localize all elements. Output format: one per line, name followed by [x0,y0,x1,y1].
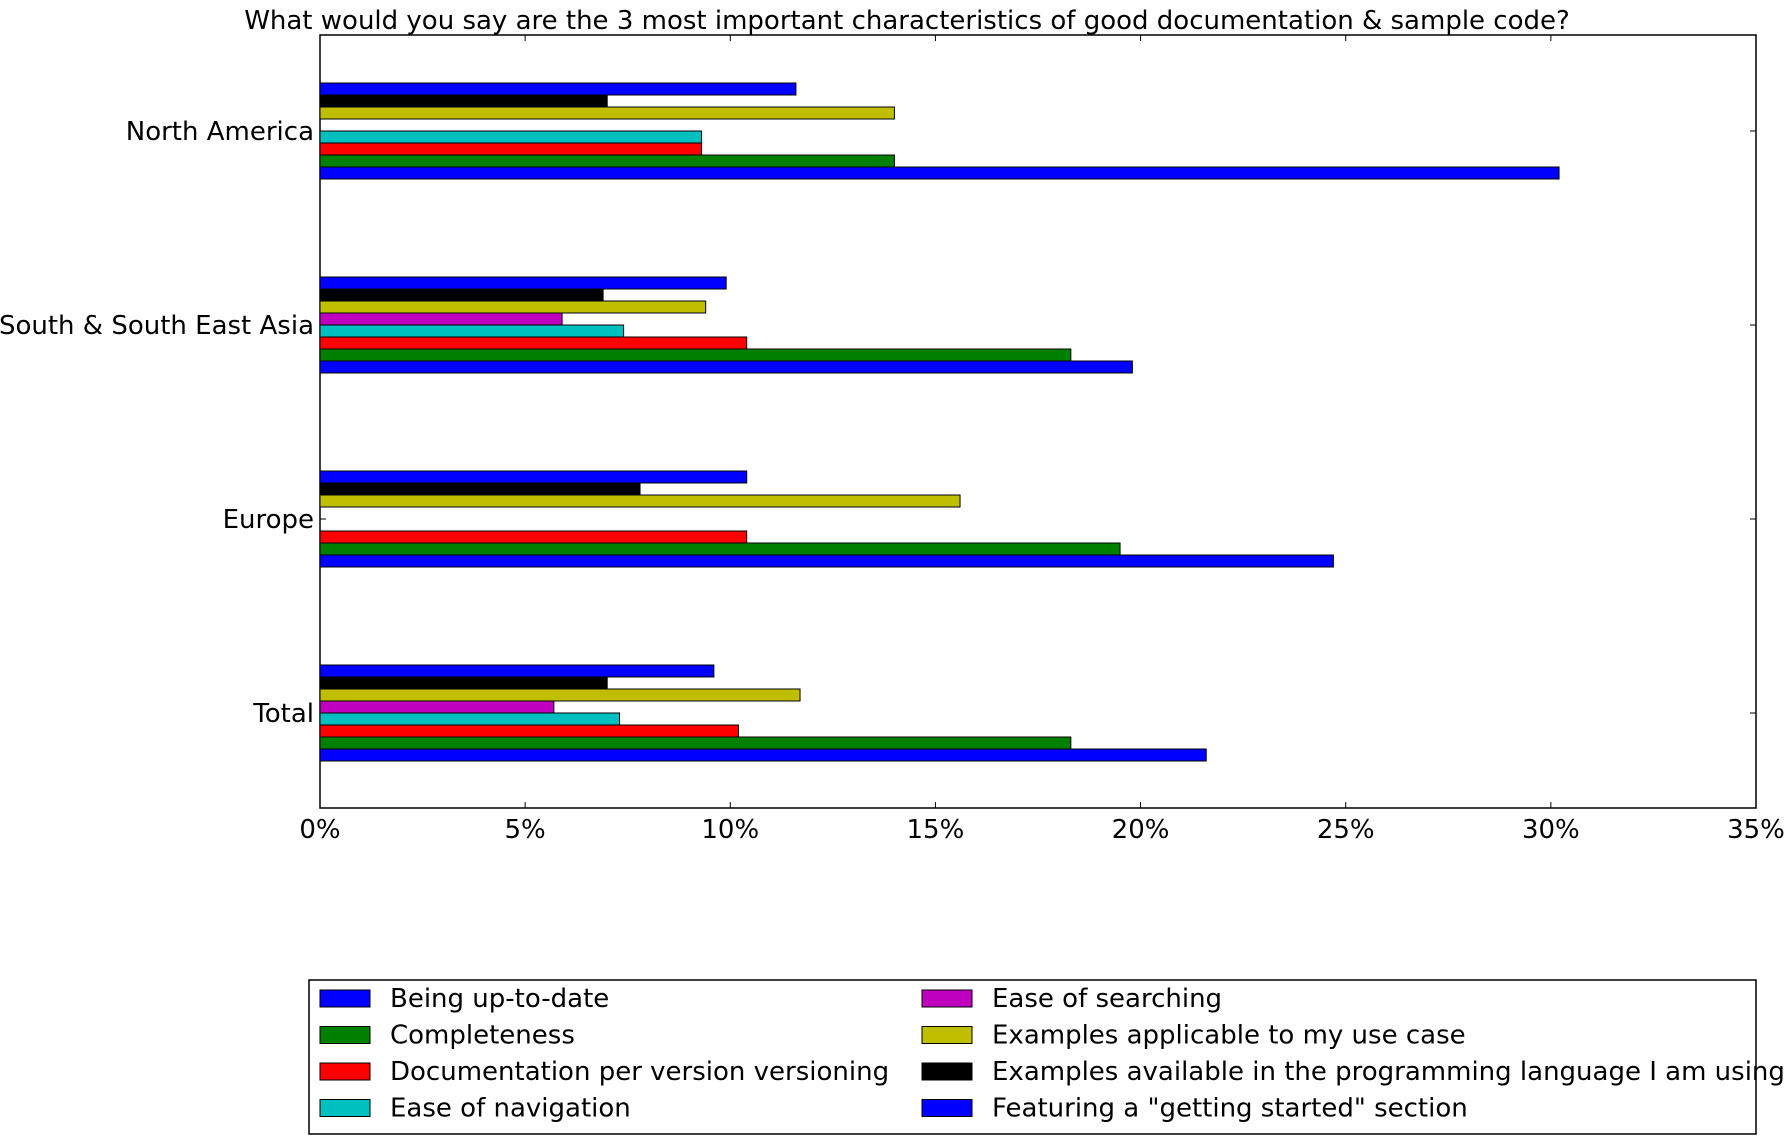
x-tick-label: 5% [505,815,546,845]
y-tick-label: Total [252,699,314,729]
bar-total-completeness [319,736,1072,750]
bar-south-south-east-asia-examples-applicable-to-my-use-case [319,300,707,314]
bar-north-america-examples-available-in-the-programming-language-i-am-using [319,94,608,108]
y-tick-label: South & South East Asia [0,311,314,341]
x-axis: 0% 5% 10% 15% 20% 25% 30% 35% [299,35,1785,845]
legend-label: Featuring a "getting started" section [992,1094,1468,1124]
bar-north-america-featuring-a-getting-started-section [319,82,797,96]
bar-north-america-completeness [319,154,895,168]
x-tick-label: 35% [1727,815,1785,845]
legend-label: Being up-to-date [390,984,609,1014]
legend-swatch [921,1099,973,1117]
bar-south-south-east-asia-featuring-a-getting-started-section [319,276,727,290]
bar-europe-examples-available-in-the-programming-language-i-am-using [319,482,641,496]
bar-north-america-ease-of-navigation [319,130,703,144]
legend-swatch [921,1026,973,1044]
x-tick-label: 15% [907,815,965,845]
y-axis: North America South & South East Asia Euro… [0,117,1756,729]
bar-total-featuring-a-getting-started-section [319,664,715,678]
x-tick-label: 30% [1522,815,1580,845]
legend: Being up-to-date Completeness Documentatio… [308,979,1785,1135]
legend-swatch [319,989,371,1008]
bar-total-documentation-per-version-versioning [319,724,739,738]
bar-europe-examples-applicable-to-my-use-case [319,494,961,508]
legend-label: Documentation per version versioning [390,1057,889,1087]
bar-south-south-east-asia-being-up-to-date [319,360,1133,374]
bar-total-being-up-to-date [319,748,1207,762]
legend-label: Ease of navigation [390,1094,631,1124]
bar-north-america-documentation-per-version-versioning [319,142,703,156]
bar-total-ease-of-searching [319,700,555,714]
legend-label: Examples applicable to my use case [992,1021,1466,1051]
bar-south-south-east-asia-examples-available-in-the-programming-language-i-am-using [319,288,604,302]
bar-europe-completeness [319,542,1121,556]
bar-south-south-east-asia-ease-of-navigation [319,324,625,338]
legend-label: Ease of searching [992,984,1222,1014]
bar-total-ease-of-navigation [319,712,621,726]
x-tick-label: 0% [299,815,340,845]
bar-south-south-east-asia-documentation-per-version-versioning [319,336,748,350]
legend-label: Completeness [390,1021,575,1051]
legend-swatch [319,1062,371,1081]
bar-europe-documentation-per-version-versioning [319,530,748,544]
legend-label: Examples available in the programming la… [992,1057,1785,1087]
bar-north-america-examples-applicable-to-my-use-case [319,106,895,120]
bar-south-south-east-asia-completeness [319,348,1072,362]
x-tick-label: 25% [1317,815,1375,845]
y-tick-label: North America [126,117,314,147]
bars-layer [319,82,1560,762]
legend-swatch [319,1099,371,1117]
bar-europe-featuring-a-getting-started-section [319,470,748,484]
bar-total-examples-available-in-the-programming-language-i-am-using [319,676,608,690]
legend-swatch [921,989,973,1008]
legend-swatch [921,1062,973,1081]
y-tick-label: Europe [223,505,314,535]
legend-box [308,979,1757,1135]
x-tick-label: 20% [1112,815,1170,845]
bar-total-examples-applicable-to-my-use-case [319,688,801,702]
chart-title: What would you say are the 3 most import… [244,6,1570,36]
bar-north-america-being-up-to-date [319,166,1560,180]
x-tick-label: 10% [701,815,759,845]
bar-europe-being-up-to-date [319,554,1334,568]
bar-south-south-east-asia-ease-of-searching [319,312,563,326]
legend-swatch [319,1026,371,1044]
